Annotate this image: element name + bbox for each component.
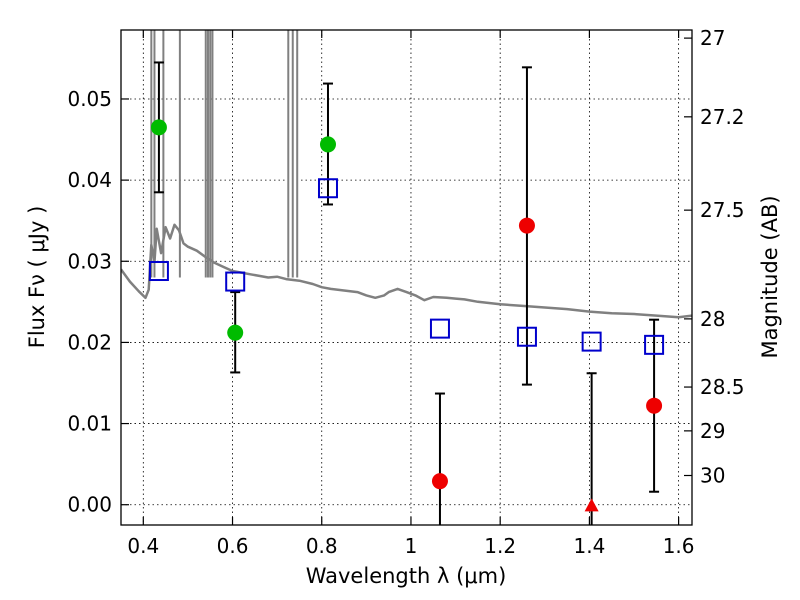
model-spectrum-line <box>121 223 692 319</box>
x-tick-label: 0.6 <box>217 534 249 558</box>
model-spectrum <box>121 30 692 319</box>
y-axis-title-left: Flux Fν ( μJy ) <box>25 206 49 349</box>
model-flux-square <box>317 178 338 199</box>
y-axis-title-right: Magnitude (AB) <box>758 195 782 358</box>
flux-point-red <box>518 217 535 234</box>
flux-point-green <box>150 119 167 136</box>
y-tick-label: 0.05 <box>67 87 112 111</box>
model-flux-square <box>225 271 246 292</box>
grid <box>121 30 692 525</box>
y-tick-label: 0.00 <box>67 493 112 517</box>
y-tick-label: 0.01 <box>67 412 112 436</box>
upper-limit-triangle <box>584 498 599 512</box>
magnitude-tick-label: 30 <box>700 464 725 488</box>
x-tick-label: 0.8 <box>306 534 338 558</box>
magnitude-tick-label: 27.2 <box>700 105 745 129</box>
x-axis-title: Wavelength λ (μm) <box>306 564 507 588</box>
data-markers <box>148 119 665 512</box>
axes: 0.4 0.6 0.8 1 1.2 1.4 1.6 0.00 0.01 0.02 0.03 0.04 0… <box>67 26 744 558</box>
flux-point-red <box>646 397 663 414</box>
model-flux-square <box>516 326 537 347</box>
flux-point-green <box>227 324 244 341</box>
y-tick-label: 0.03 <box>67 249 112 273</box>
x-tick-label: 1.6 <box>663 534 695 558</box>
y-tick-label: 0.02 <box>67 330 112 354</box>
magnitude-tick-label: 29 <box>700 419 725 443</box>
magnitude-tick-label: 27 <box>700 26 725 50</box>
flux-point-red <box>431 473 448 490</box>
flux-point-green <box>319 136 336 153</box>
plot-frame <box>120 29 693 526</box>
model-flux-square <box>148 261 169 282</box>
y-tick-label: 0.04 <box>67 168 112 192</box>
x-tick-label: 1 <box>405 534 418 558</box>
magnitude-tick-label: 27.5 <box>700 198 745 222</box>
magnitude-tick-label: 28.5 <box>700 375 745 399</box>
model-flux-square <box>644 334 665 355</box>
x-tick-label: 1.2 <box>484 534 516 558</box>
x-tick-label: 1.4 <box>573 534 605 558</box>
model-flux-square <box>429 318 450 339</box>
model-flux-square <box>581 331 602 352</box>
x-tick-label: 0.4 <box>127 534 159 558</box>
magnitude-tick-label: 28 <box>700 307 725 331</box>
